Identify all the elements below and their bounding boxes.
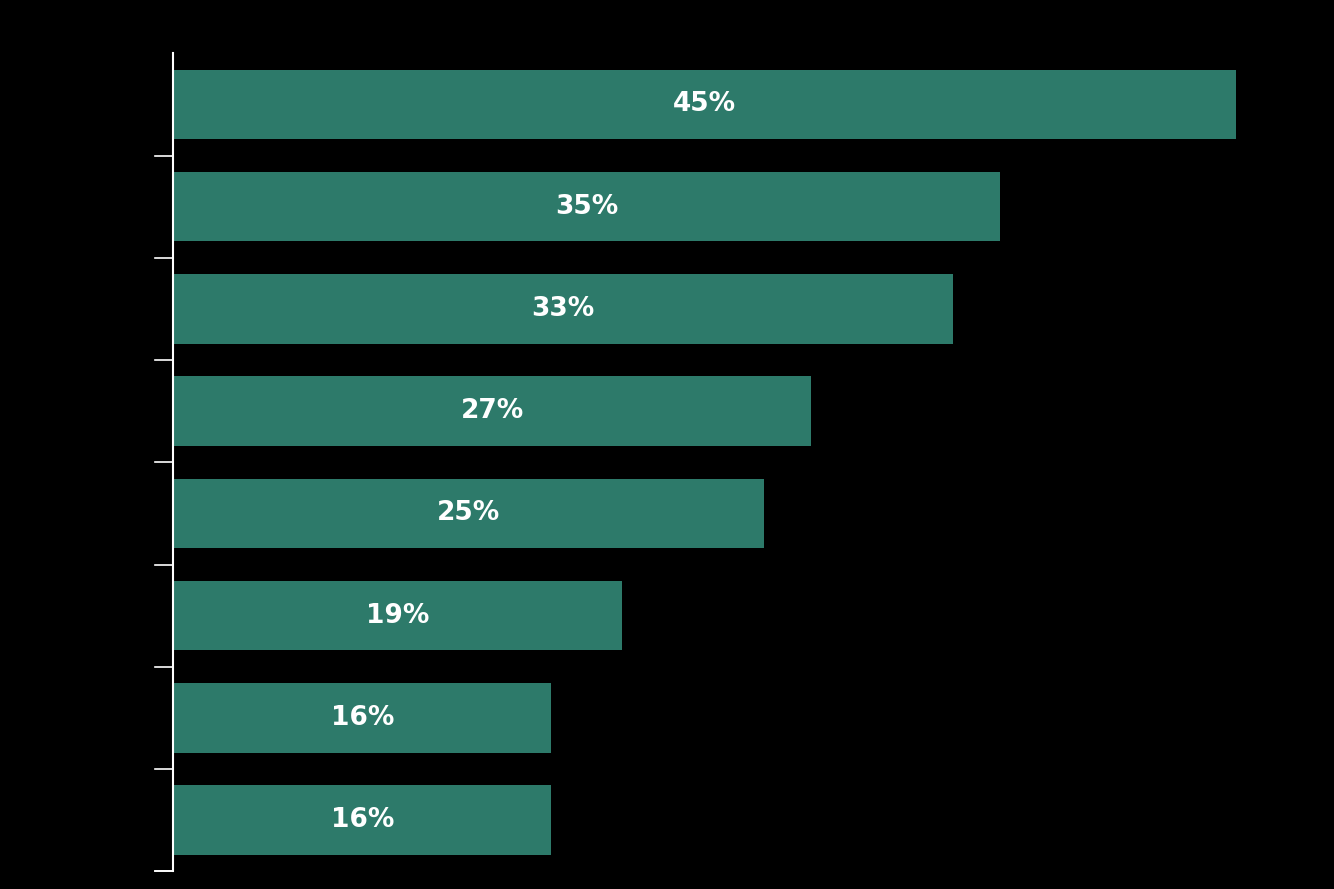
Bar	[173, 581, 622, 651]
Bar	[173, 274, 952, 344]
Bar	[173, 478, 764, 549]
Bar	[173, 785, 551, 855]
Text: 33%: 33%	[531, 296, 595, 322]
Text: 16%: 16%	[331, 807, 394, 833]
Text: 45%: 45%	[674, 92, 736, 117]
Text: 27%: 27%	[460, 398, 524, 424]
Bar	[173, 69, 1237, 140]
Bar	[173, 172, 1000, 242]
Bar	[173, 376, 811, 446]
Text: 16%: 16%	[331, 705, 394, 731]
Text: 35%: 35%	[555, 194, 619, 220]
Text: 19%: 19%	[366, 603, 430, 629]
Bar	[173, 683, 551, 753]
Text: 25%: 25%	[438, 501, 500, 526]
